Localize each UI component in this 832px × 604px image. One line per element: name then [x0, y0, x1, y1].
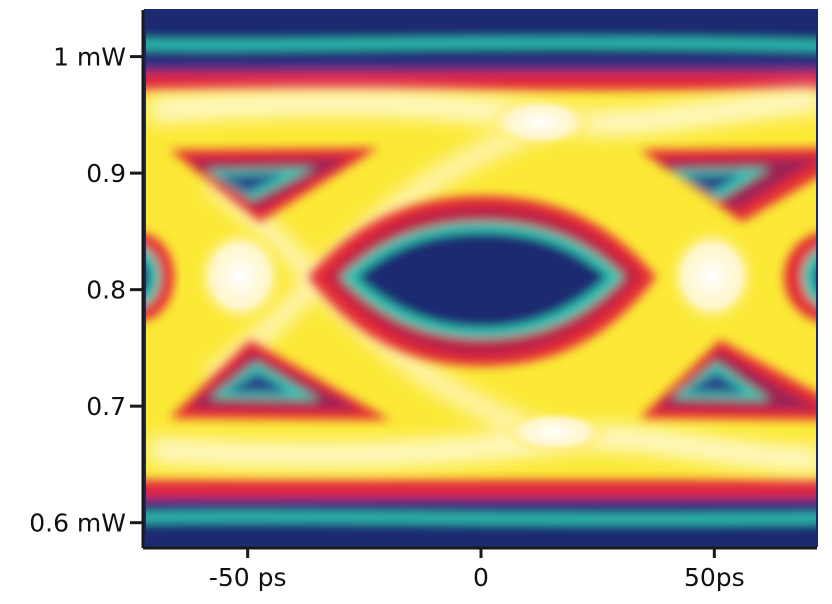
triangle-lower-right [640, 340, 817, 420]
y-tick-label: 0.6 mW [29, 509, 126, 538]
x-axis-ticks: -50 ps 0 50ps [209, 548, 745, 592]
crossing-spot-right [664, 224, 760, 328]
crossing-spot-left [192, 224, 288, 328]
y-tick-label: 0.8 [86, 276, 126, 305]
x-tick-label: 0 [473, 563, 489, 592]
y-tick-label: 0.7 [86, 392, 126, 421]
triangle-upper-right [640, 148, 817, 222]
x-tick-label: 50ps [684, 563, 745, 592]
y-tick-label: 0.9 [86, 159, 126, 188]
plot-frame [144, 9, 818, 547]
triangle-lower-left [170, 340, 390, 420]
hot-spot-top [485, 96, 595, 148]
y-axis-ticks: 1 mW 0.9 0.8 0.7 0.6 mW [29, 43, 143, 538]
edge-eye-left [145, 233, 174, 321]
edge-eye-right [784, 232, 817, 322]
triangle-upper-left [170, 148, 378, 222]
bottom-rail [145, 480, 817, 546]
top-rail [145, 10, 817, 90]
hot-spot-bottom [500, 410, 610, 454]
y-tick-label: 1 mW [53, 43, 126, 72]
eye-opening [308, 196, 656, 366]
heatmap-plot [145, 10, 817, 546]
x-tick-label: -50 ps [209, 563, 287, 592]
